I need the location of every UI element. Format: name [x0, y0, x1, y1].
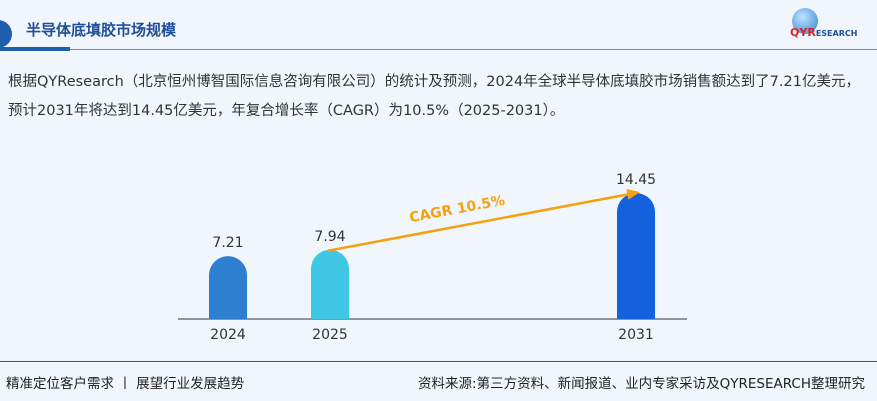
header-rule-accent	[0, 47, 70, 51]
globe-icon	[792, 8, 818, 34]
x-tick-2024: 2024	[210, 327, 246, 343]
header-rule	[70, 49, 877, 50]
logo-prefix: QY	[790, 26, 808, 39]
cagr-arrow-line	[327, 192, 631, 252]
bar-2025	[311, 249, 349, 319]
title-marker	[0, 20, 12, 48]
page-title: 半导体底填胶市场规模	[26, 21, 177, 39]
data-label-2024: 7.21	[212, 235, 243, 251]
bar-2024	[209, 256, 247, 319]
x-tick-2025: 2025	[312, 327, 348, 343]
logo-suffix: ESEARCH	[815, 29, 858, 38]
header: 半导体底填胶市场规模 QYRESEARCH	[0, 0, 877, 52]
qyresearch-logo: QYRESEARCH	[788, 8, 874, 44]
footer-slogan: 精准定位客户需求 丨 展望行业发展趋势	[6, 376, 245, 392]
cagr-arrowhead-icon	[626, 189, 640, 200]
footer-source: 资料来源:第三方资料、新闻报道、业内专家采访及QYRESEARCH整理研究	[418, 376, 865, 392]
footer-rule	[0, 361, 877, 362]
description-text: 根据QYResearch（北京恒州博智国际信息咨询有限公司）的统计及预测，202…	[8, 74, 860, 119]
bar-2031	[617, 192, 655, 319]
x-tick-2031: 2031	[618, 327, 654, 343]
logo-mid: R	[807, 26, 816, 39]
data-label-2031: 14.45	[616, 172, 656, 188]
data-label-2025: 7.94	[314, 229, 345, 245]
